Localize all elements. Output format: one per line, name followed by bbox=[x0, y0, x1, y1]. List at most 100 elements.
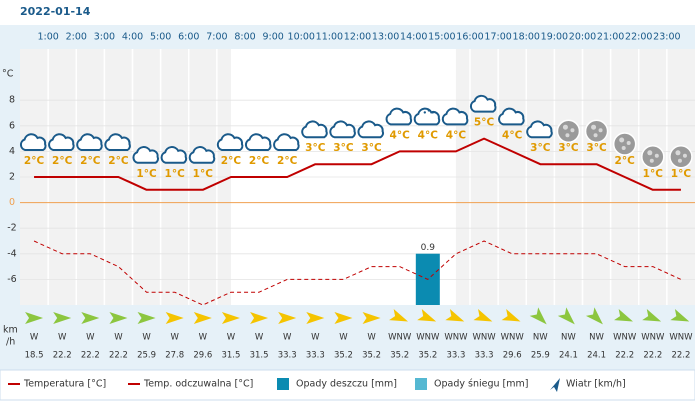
temp-label: 2°C bbox=[615, 155, 636, 167]
temp-label: 2°C bbox=[108, 155, 129, 167]
temp-label: 1°C bbox=[671, 168, 692, 180]
left-gutter bbox=[0, 25, 20, 370]
wind-arrow bbox=[109, 312, 128, 324]
cloud bbox=[301, 120, 328, 139]
crater bbox=[562, 124, 568, 130]
temp-label: 1°C bbox=[165, 168, 186, 180]
wind-speed: 22.2 bbox=[671, 351, 690, 361]
weather-icon bbox=[385, 107, 413, 126]
cloud bbox=[160, 146, 188, 164]
wind-direction: W bbox=[114, 333, 123, 343]
wind-arrow bbox=[221, 312, 240, 324]
hour-label: 1:00 bbox=[37, 32, 58, 43]
crater bbox=[621, 146, 626, 150]
temp-label: 1°C bbox=[136, 168, 157, 180]
cloud bbox=[132, 146, 160, 164]
hour-label: 4:00 bbox=[122, 32, 143, 43]
wind-direction: NW bbox=[533, 333, 548, 343]
wind-arrow bbox=[81, 312, 100, 324]
weather-icon bbox=[132, 146, 160, 164]
weather-icon bbox=[273, 133, 300, 151]
weather-icon bbox=[584, 119, 609, 143]
weather-icon bbox=[329, 120, 356, 139]
y-tick-label: 6 bbox=[9, 120, 15, 131]
wind-direction: W bbox=[199, 333, 208, 343]
crater bbox=[626, 141, 631, 145]
wind-arrow bbox=[670, 309, 690, 322]
hour-label: 2:00 bbox=[66, 32, 87, 43]
wind-speed: 22.2 bbox=[643, 351, 662, 361]
weather-icon bbox=[48, 133, 75, 151]
hour-label: 13:00 bbox=[372, 32, 399, 43]
cloud bbox=[385, 107, 413, 126]
hour-label: 8:00 bbox=[234, 32, 255, 43]
wind-arrow bbox=[557, 307, 575, 325]
cloud bbox=[76, 133, 103, 151]
wind-direction: W bbox=[339, 333, 348, 343]
wind-direction: NW bbox=[561, 333, 576, 343]
wind-unit: km bbox=[3, 325, 18, 336]
moon bbox=[641, 145, 665, 169]
weather-icon bbox=[612, 132, 637, 156]
temp-label: 3°C bbox=[530, 142, 551, 154]
wind-direction: WNW bbox=[613, 333, 637, 343]
crater bbox=[677, 158, 682, 163]
hour-label: 6:00 bbox=[178, 32, 199, 43]
crater bbox=[619, 137, 625, 143]
wind-speed: 31.5 bbox=[250, 351, 269, 361]
wind-speed: 22.2 bbox=[109, 351, 128, 361]
wind-arrow bbox=[334, 312, 353, 324]
feel-temp-line bbox=[33, 240, 682, 306]
wind-speed: 24.1 bbox=[559, 351, 578, 361]
crater bbox=[647, 150, 653, 156]
wind-direction: W bbox=[142, 333, 151, 343]
weather-icon bbox=[301, 120, 328, 139]
wind-speed: 29.6 bbox=[193, 351, 212, 361]
moon bbox=[556, 119, 581, 143]
crater bbox=[675, 150, 681, 156]
weather-icon bbox=[526, 120, 553, 139]
y-tick-label: 0 bbox=[9, 197, 15, 208]
weather-icon bbox=[498, 107, 525, 126]
weather-icon bbox=[188, 146, 216, 164]
weather-icon bbox=[669, 145, 693, 169]
cloud bbox=[48, 133, 75, 151]
y-tick-label: 4 bbox=[9, 146, 15, 157]
temp-label: 4°C bbox=[390, 129, 411, 141]
weather-icon bbox=[19, 133, 47, 151]
temp-label: 2°C bbox=[277, 155, 298, 167]
temp-label: 4°C bbox=[446, 129, 467, 141]
title: 2022-01-14 bbox=[20, 5, 91, 18]
weather-icon bbox=[441, 107, 469, 126]
wind-arrow bbox=[473, 309, 493, 322]
wind-unit: /h bbox=[6, 337, 15, 348]
temp-label: 5°C bbox=[474, 117, 495, 129]
wind-direction: WNW bbox=[444, 333, 468, 343]
wind-direction: W bbox=[255, 333, 264, 343]
legend-swatch bbox=[277, 378, 289, 390]
weather-icon bbox=[469, 94, 497, 113]
wind-arrow bbox=[165, 312, 184, 324]
legend-swatch bbox=[415, 378, 427, 390]
cloud bbox=[441, 107, 469, 126]
drop bbox=[423, 111, 427, 114]
hour-label: 14:00 bbox=[400, 32, 427, 43]
weather-icon bbox=[76, 133, 103, 151]
temp-line bbox=[34, 137, 681, 191]
wind-speed: 35.2 bbox=[334, 351, 353, 361]
wind-direction: W bbox=[170, 333, 179, 343]
wind-speed: 33.3 bbox=[446, 351, 465, 361]
wind-arrow bbox=[529, 307, 547, 325]
drop bbox=[431, 111, 435, 114]
cloud bbox=[329, 120, 356, 139]
wind-direction: WNW bbox=[416, 333, 440, 343]
cloud bbox=[469, 94, 497, 113]
hour-label: 11:00 bbox=[316, 32, 343, 43]
weather-icon bbox=[641, 145, 665, 169]
wind-arrow bbox=[193, 312, 212, 324]
temp-label: 2°C bbox=[52, 155, 73, 167]
crater bbox=[570, 128, 575, 133]
weather-icon bbox=[357, 120, 385, 139]
wind-arrow bbox=[278, 312, 297, 324]
